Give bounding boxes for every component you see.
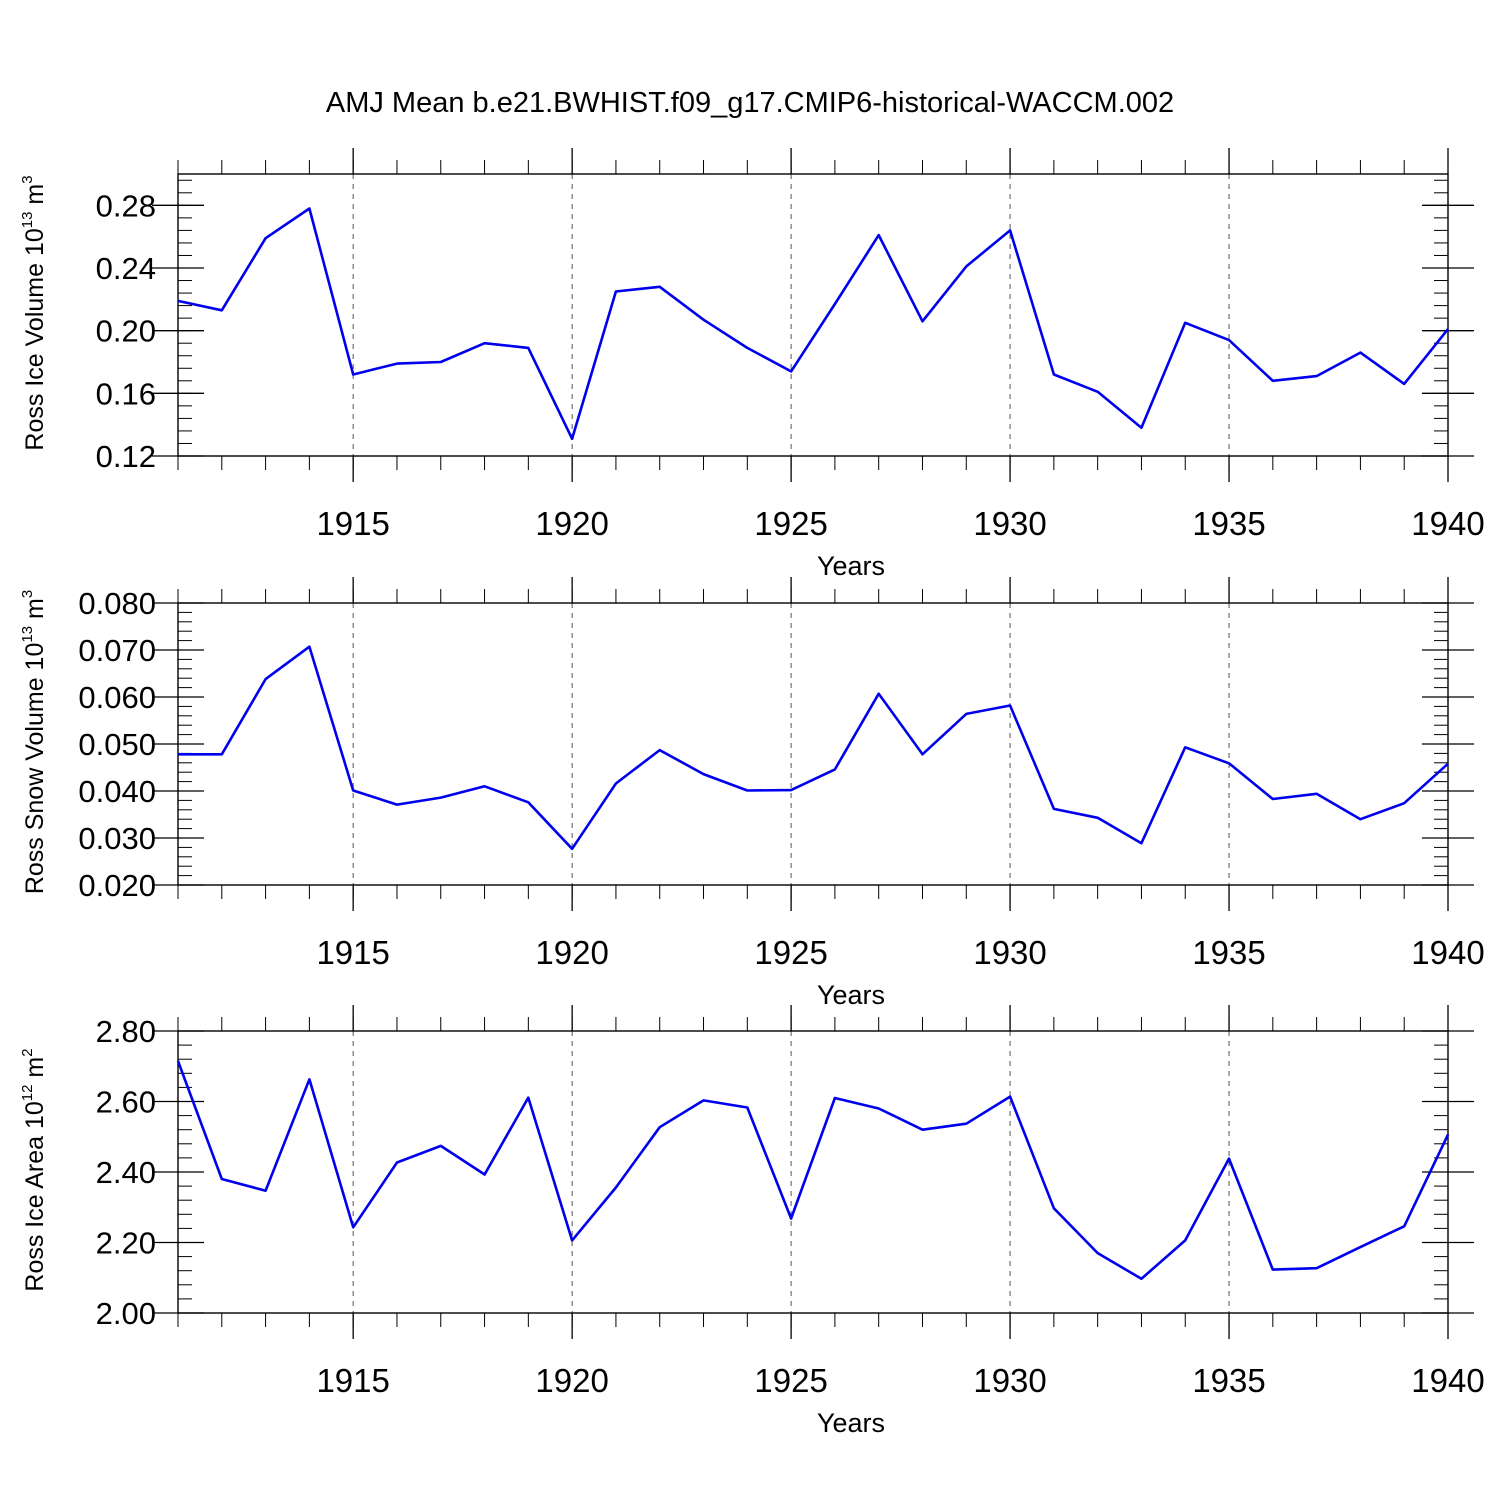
y-axis-label: Ross Snow Volume 1013 m3 (19, 590, 49, 894)
y-tick-label: 0.040 (78, 774, 156, 809)
plot-frame (177, 1030, 1449, 1314)
x-tick-label: 1930 (973, 934, 1046, 971)
x-tick-label: 1930 (973, 1362, 1046, 1399)
y-tick-label: 2.00 (96, 1296, 156, 1331)
y-tick-label: 2.20 (96, 1226, 156, 1261)
y-tick-label: 2.80 (96, 1014, 156, 1049)
x-axis-label: Years (817, 980, 885, 1010)
x-tick-label: 1940 (1411, 1362, 1484, 1399)
y-tick-label: 0.070 (78, 633, 156, 668)
y-tick-label: 0.050 (78, 727, 156, 762)
panel-3: 2.00 2.20 2.40 2.60 2.80 1915 1920 1925 1930 1935… (19, 1005, 1485, 1438)
y-tick-label: 0.28 (96, 188, 156, 223)
x-tick-label: 1940 (1411, 505, 1484, 542)
x-tick-label: 1925 (754, 934, 827, 971)
y-axis-label: Ross Ice Area 1012 m2 (19, 1048, 49, 1291)
x-tick-label: 1940 (1411, 934, 1484, 971)
y-tick-label: 0.20 (96, 314, 156, 349)
x-tick-label: 1915 (316, 505, 389, 542)
y-tick-label: 0.24 (96, 251, 156, 286)
x-tick-label: 1915 (316, 934, 389, 971)
x-tick-label: 1930 (973, 505, 1046, 542)
y-tick-label: 0.030 (78, 821, 156, 856)
x-tick-label: 1915 (316, 1362, 389, 1399)
plot-frame (177, 602, 1449, 886)
y-tick-label: 0.020 (78, 868, 156, 903)
panel-1: 0.12 0.16 0.20 0.24 0.28 1915 1920 1925 1930 1935… (19, 148, 1485, 581)
figure-title: AMJ Mean b.e21.BWHIST.f09_g17.CMIP6-hist… (326, 87, 1174, 119)
y-tick-label: 0.060 (78, 680, 156, 715)
y-tick-label: 0.12 (96, 439, 156, 474)
panels: 0.12 0.16 0.20 0.24 0.28 1915 1920 1925 1930 1935… (19, 148, 1485, 1438)
y-tick-label: 2.60 (96, 1085, 156, 1120)
x-axis-label: Years (817, 551, 885, 581)
series-line (178, 645, 1449, 851)
y-tick-label: 2.40 (96, 1155, 156, 1190)
x-tick-label: 1920 (535, 505, 608, 542)
y-tick-label: 0.16 (96, 376, 156, 411)
x-tick-label: 1920 (535, 934, 608, 971)
x-tick-label: 1935 (1192, 505, 1265, 542)
x-tick-label: 1935 (1192, 1362, 1265, 1399)
y-tick-label: 0.080 (78, 586, 156, 621)
series-line (177, 207, 1450, 441)
x-axis-label: Years (817, 1408, 885, 1438)
x-tick-label: 1925 (754, 505, 827, 542)
x-tick-label: 1935 (1192, 934, 1265, 971)
x-tick-label: 1920 (535, 1362, 608, 1399)
series-line (176, 1060, 1450, 1281)
panel-2: 0.020 0.030 0.040 0.050 0.060 0.070 0.080 1915 1… (19, 577, 1485, 1010)
x-tick-label: 1925 (754, 1362, 827, 1399)
plot-frame (177, 173, 1449, 457)
y-axis-label: Ross Ice Volume 1013 m3 (19, 175, 49, 450)
